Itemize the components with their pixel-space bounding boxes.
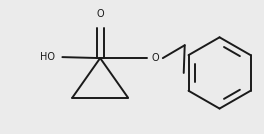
Text: O: O — [96, 9, 104, 19]
Text: O: O — [151, 53, 159, 63]
Text: HO: HO — [40, 52, 55, 62]
